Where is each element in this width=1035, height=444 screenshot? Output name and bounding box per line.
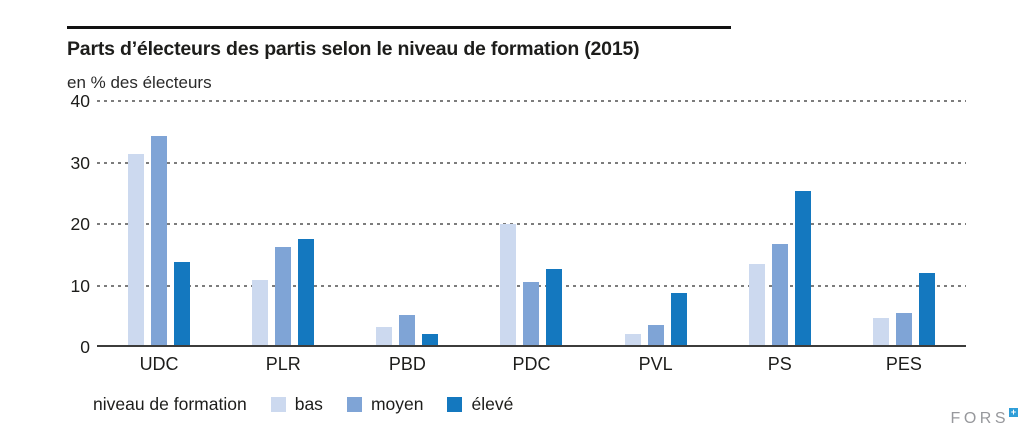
bar-group-pbd: PBD [345,101,469,374]
bar-group-udc: UDC [97,101,221,374]
bar-pdc-bas [500,224,517,345]
legend-label-bas: bas [294,394,323,414]
bar-pvl-élevé [670,292,687,345]
bar-pbd-bas [376,326,393,345]
chart-header: Parts d’électeurs des partis selon le ni… [67,26,747,93]
bar-pdc-élevé [546,268,563,345]
legend-item-bas: bas [270,394,323,415]
chart-title: Parts d’électeurs des partis selon le ni… [67,38,640,60]
x-tick-label-plr: PLR [265,354,301,374]
bar-group-pvl: PVL [594,101,718,374]
chart-plot: UDC PLR PBD PDC PVL PS PES [97,100,966,374]
bar-row [718,101,842,345]
bar-pvl-bas [624,333,641,345]
fors-logo-text: FORS [950,410,1009,427]
bar-row [221,101,345,345]
bar-pvl-moyen [647,324,664,345]
bar-pes-moyen [895,313,912,345]
bar-group-pdc: PDC [469,101,593,374]
y-tick-label-30: 30 [70,152,90,173]
bar-group-ps: PS [718,101,842,374]
bar-pbd-élevé [422,333,439,345]
bar-pes-bas [872,317,889,345]
bar-ps-moyen [771,244,788,345]
legend-swatch-moyen [346,397,362,412]
legend-item-moyen: moyen [346,394,424,415]
x-tick-label-pdc: PDC [512,354,551,374]
y-tick-label-10: 10 [70,275,90,296]
bar-row [469,101,593,345]
legend-swatch-bas [270,397,286,412]
legend-label-eleve: élevé [471,394,514,414]
legend-swatch-eleve [447,397,463,412]
grid-line-20 [97,223,966,225]
bar-groups: UDC PLR PBD PDC PVL PS PES [97,101,966,374]
bar-plr-élevé [298,239,315,345]
bar-row [345,101,469,345]
x-tick-label-ps: PS [767,354,792,374]
x-tick-label-pes: PES [885,354,922,374]
bar-pbd-moyen [399,315,416,345]
legend-item-eleve: élevé [447,394,513,415]
bar-udc-élevé [174,261,191,345]
x-tick-label-pvl: PVL [638,354,673,374]
bar-group-pes: PES [842,101,966,374]
bar-pes-élevé [918,273,935,345]
grid-line-30 [97,161,966,164]
bar-ps-élevé [794,191,811,345]
chart-unit-label: en % des électeurs [67,73,212,92]
fors-logo: FORS + [950,407,1018,427]
bar-row [97,101,221,345]
bar-plr-moyen [275,246,292,345]
legend-title: niveau de formation [93,394,247,414]
legend: niveau de formation bas moyen élevé [93,394,513,415]
bar-group-plr: PLR [221,101,345,374]
legend-label-moyen: moyen [370,394,424,414]
grid-line-40 [97,100,966,102]
y-tick-label-0: 0 [80,337,90,357]
bar-plr-bas [252,279,269,345]
y-tick-label-20: 20 [70,214,90,234]
bar-udc-bas [128,154,145,345]
bar-row [842,101,966,345]
y-axis: 0 10 20 30 40 [55,92,90,356]
title-rule [67,26,731,29]
bar-ps-bas [748,263,765,345]
bar-row [594,101,718,345]
x-tick-label-pbd: PBD [388,354,426,374]
fors-logo-mark-icon: + [1009,407,1018,417]
x-tick-label-udc: UDC [139,354,179,374]
bar-pdc-moyen [523,281,540,345]
y-tick-label-40: 40 [70,91,90,111]
bar-udc-moyen [151,135,168,345]
